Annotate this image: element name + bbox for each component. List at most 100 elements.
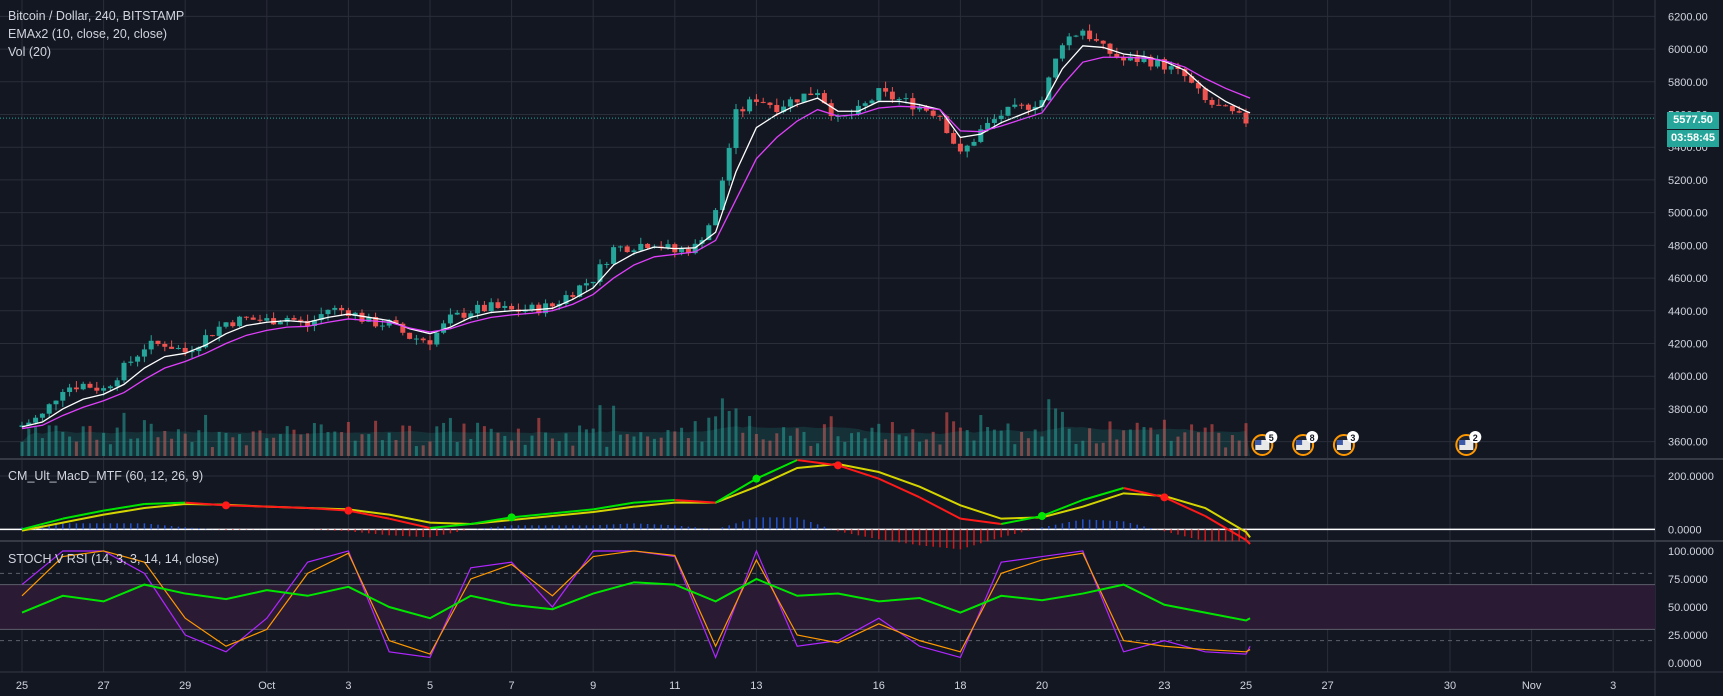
candle-body	[148, 340, 154, 350]
candle-body	[46, 404, 52, 414]
candle-body	[135, 356, 141, 362]
candle-body	[801, 93, 807, 103]
candle-body	[1080, 30, 1086, 36]
volume-bar	[285, 426, 289, 456]
stoch-axis-tick: 0.0000	[1668, 658, 1702, 670]
symbol-line[interactable]: Bitcoin / Dollar, 240, BITSTAMP	[8, 9, 185, 23]
candle-body	[583, 283, 589, 286]
candle-body	[740, 109, 746, 112]
stoch-axis-tick: 50.0000	[1668, 602, 1708, 614]
volume-bar	[1217, 432, 1221, 456]
candle-body	[726, 148, 732, 181]
price-axis-tick: 5200.00	[1668, 175, 1708, 187]
time-axis-tick: 29	[179, 680, 191, 692]
volume-bar	[911, 429, 915, 456]
volume-bar	[979, 414, 983, 456]
candle-body	[645, 243, 651, 248]
candle-body	[53, 400, 59, 405]
volume-bar	[584, 429, 588, 456]
candle-body	[1073, 35, 1079, 37]
volume-bar	[1122, 430, 1126, 456]
volume-bar	[374, 420, 378, 456]
macd-line-segment	[388, 517, 431, 529]
volume-bar	[1224, 447, 1228, 456]
volume-bar	[217, 431, 221, 456]
macd-line-segment	[837, 464, 880, 480]
volume-bar	[693, 421, 697, 456]
volume-bar	[1033, 429, 1037, 456]
us-flag-icon	[1255, 440, 1262, 445]
macd-legend[interactable]: CM_Ult_MacD_MTF (60, 12, 26, 9)	[8, 469, 204, 483]
macd-line-segment	[144, 501, 186, 505]
candle-body	[1100, 40, 1106, 44]
candle-body	[366, 316, 372, 322]
candle-body	[1087, 30, 1093, 40]
ema-legend-line[interactable]: EMAx2 (10, close, 20, close)	[8, 27, 168, 41]
volume-legend-line[interactable]: Vol (20)	[8, 45, 52, 59]
price-axis-tick: 6200.00	[1668, 11, 1708, 23]
time-axis-tick: Nov	[1522, 680, 1542, 692]
volume-bar	[802, 431, 806, 456]
candle-body	[753, 99, 759, 102]
macd-line-segment	[266, 505, 308, 509]
volume-bar	[353, 440, 357, 456]
volume-bar	[346, 421, 350, 456]
candle-body	[869, 100, 875, 104]
us-flag-icon	[1255, 440, 1270, 450]
volume-bar	[598, 405, 602, 456]
volume-bar	[496, 432, 500, 456]
candle-body	[264, 318, 270, 321]
time-axis-tick: 3	[1610, 680, 1616, 692]
candle-body	[828, 103, 834, 117]
volume-bar	[1230, 435, 1234, 456]
volume-bar	[1183, 432, 1187, 456]
event-count-label: 8	[1310, 433, 1315, 443]
macd-line-segment	[919, 496, 961, 520]
volume-bar	[299, 434, 303, 456]
stoch-rsi-legend[interactable]: STOCH V RSI (14, 3, 3, 14, 14, close)	[8, 552, 219, 566]
candle-body	[169, 346, 175, 349]
candle-body	[345, 310, 351, 316]
candle-body	[243, 316, 249, 318]
candle-body	[991, 119, 997, 123]
volume-bar	[129, 438, 133, 456]
macd-line-segment	[225, 504, 267, 508]
stoch-band	[0, 584, 1655, 630]
candle-body	[175, 347, 181, 349]
candle-body	[223, 322, 229, 327]
candle-body	[420, 338, 426, 341]
macd-axis-tick: 200.0000	[1668, 471, 1714, 483]
volume-bar	[686, 438, 690, 456]
price-axis-tick: 5800.00	[1668, 77, 1708, 89]
candle-body	[1161, 59, 1167, 70]
volume-bar	[972, 440, 976, 456]
volume-bar	[836, 436, 840, 456]
macd-line-segment	[1163, 496, 1206, 517]
volume-bar	[1101, 442, 1105, 456]
candle-body	[883, 88, 889, 92]
candle-body	[1134, 56, 1140, 63]
event-count-label: 3	[1350, 433, 1355, 443]
candle-body	[631, 250, 637, 253]
volume-bar	[673, 431, 677, 456]
volume-ma-area	[22, 426, 1251, 456]
candle-body	[937, 115, 943, 117]
volume-bar	[1156, 434, 1160, 456]
volume-bar	[965, 430, 969, 456]
volume-bar	[1115, 439, 1119, 456]
macd-line-segment	[185, 501, 227, 507]
volume-bar	[1176, 436, 1180, 456]
volume-bar	[1074, 444, 1078, 456]
volume-bar	[197, 430, 201, 456]
volume-bar	[74, 441, 78, 456]
volume-bar	[809, 445, 813, 456]
volume-bar	[748, 416, 752, 456]
volume-bar	[489, 428, 493, 456]
macd-cross-dot	[344, 506, 353, 515]
macd-line-segment	[103, 503, 145, 512]
price-axis-tick: 6000.00	[1668, 44, 1708, 56]
macd-cross-dot	[222, 501, 230, 510]
macd-line-segment	[593, 501, 635, 511]
